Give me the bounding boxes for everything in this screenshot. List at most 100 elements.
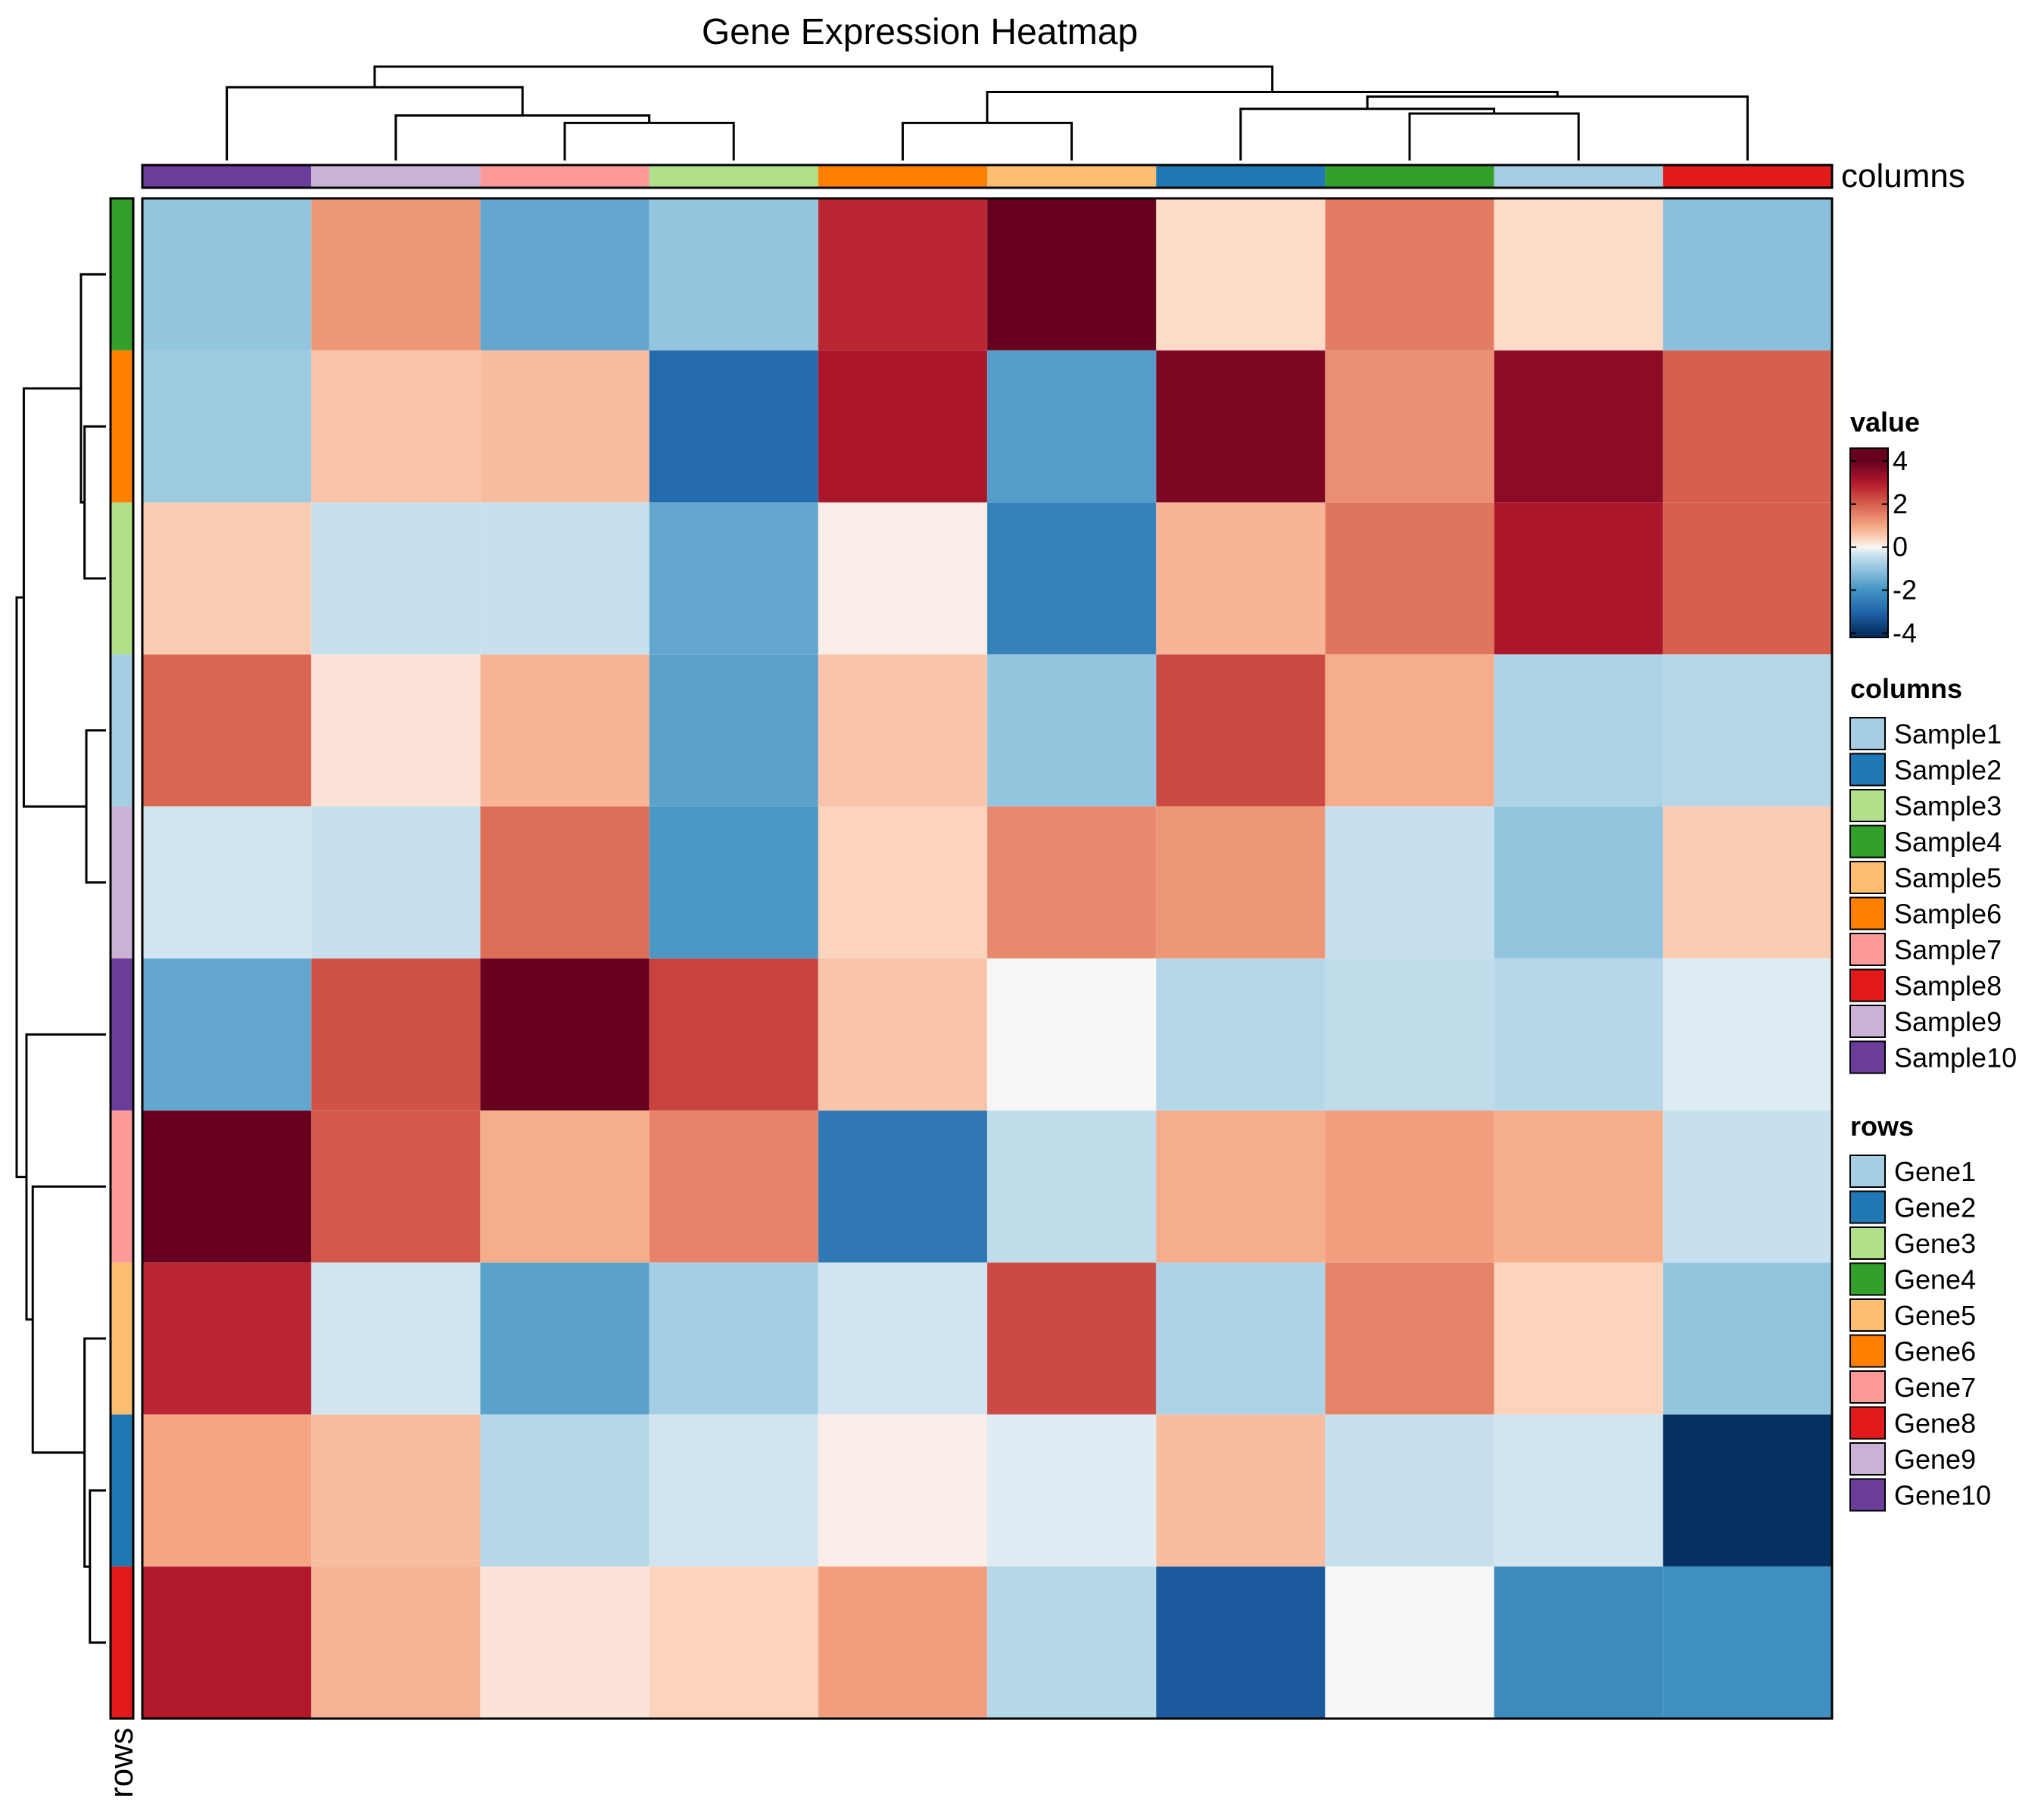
value-legend: value 4 2 0 -2 -4 bbox=[1849, 407, 1920, 648]
row-annotation-Gene9 bbox=[111, 806, 133, 958]
heatmap-cell-Gene9-Sample4 bbox=[1324, 806, 1495, 959]
rows-legend-title: rows bbox=[1850, 1111, 1914, 1142]
heatmap-cell-Gene8-Sample1 bbox=[1494, 1566, 1664, 1719]
columns-legend-label-Sample3: Sample3 bbox=[1894, 790, 2002, 821]
rows-legend-label-Gene2: Gene2 bbox=[1894, 1192, 1976, 1223]
heatmap-cell-Gene1-Sample5 bbox=[986, 653, 1158, 808]
heatmap-cell-Gene9-Sample6 bbox=[818, 806, 989, 959]
heatmap-cell-Gene10-Sample1 bbox=[1494, 958, 1664, 1111]
heatmap-cell-Gene2-Sample9 bbox=[310, 1413, 481, 1568]
heatmap-cell-Gene8-Sample7 bbox=[479, 1566, 650, 1719]
column-dendrogram-branch-8 bbox=[1408, 112, 1580, 161]
columns-legend-label-Sample8: Sample8 bbox=[1894, 971, 2002, 1002]
heatmap-cell-Gene6-Sample10 bbox=[142, 350, 313, 503]
row-dendrogram-branch-1 bbox=[22, 387, 87, 808]
column-annotation-bar bbox=[141, 164, 1834, 189]
column-dendrogram-branch-3 bbox=[563, 121, 735, 161]
heatmap-cell-Gene8-Sample6 bbox=[818, 1566, 989, 1719]
heatmap-cell-Gene6-Sample7 bbox=[479, 350, 650, 503]
column-annotation-Sample1 bbox=[1494, 165, 1663, 188]
rows-legend-swatch-Gene7 bbox=[1849, 1370, 1886, 1404]
heatmap-cell-Gene10-Sample5 bbox=[986, 958, 1158, 1111]
heatmap-cell-Gene7-Sample10 bbox=[142, 1110, 313, 1264]
row-annotation-Gene3 bbox=[111, 502, 133, 655]
heatmap-cell-Gene5-Sample6 bbox=[818, 1262, 989, 1416]
heatmap-cell-Gene1-Sample10 bbox=[142, 653, 313, 808]
heatmap-cell-Gene4-Sample5 bbox=[986, 198, 1158, 351]
column-annotation-Sample9 bbox=[311, 165, 481, 188]
rows-legend-label-Gene4: Gene4 bbox=[1894, 1264, 1976, 1295]
heatmap-border bbox=[141, 197, 1834, 1720]
row-annotation-Gene8 bbox=[111, 1566, 133, 1719]
columns-legend-swatch-Sample6 bbox=[1849, 896, 1886, 930]
columns-legend-swatch-Sample5 bbox=[1849, 861, 1886, 894]
heatmap-cell-Gene8-Sample10 bbox=[142, 1566, 313, 1719]
heatmap-cell-Gene1-Sample8 bbox=[1662, 653, 1834, 808]
columns-legend-swatch-Sample8 bbox=[1849, 968, 1886, 1002]
column-dendrogram-branch-1 bbox=[226, 86, 524, 161]
column-annotation-Sample2 bbox=[1156, 165, 1326, 188]
heatmap-cell-Gene2-Sample5 bbox=[986, 1413, 1158, 1568]
heatmap-cell-Gene2-Sample4 bbox=[1324, 1413, 1495, 1568]
rows-legend-swatch-Gene1 bbox=[1849, 1155, 1886, 1188]
heatmap-cell-Gene2-Sample3 bbox=[649, 1413, 819, 1568]
heatmap-cell-Gene3-Sample8 bbox=[1662, 502, 1834, 656]
columns-legend-label-Sample4: Sample4 bbox=[1894, 827, 2002, 858]
value-legend-tick-label: -4 bbox=[1893, 617, 1917, 648]
rows-legend-swatch-Gene2 bbox=[1849, 1190, 1886, 1224]
value-legend-tick-label: 4 bbox=[1893, 445, 1908, 476]
chart-title: Gene Expression Heatmap bbox=[702, 12, 1138, 52]
heatmap-cell-Gene2-Sample7 bbox=[479, 1413, 650, 1568]
heatmap-cell-Gene5-Sample7 bbox=[479, 1262, 650, 1416]
heatmap-cell-Gene4-Sample3 bbox=[649, 198, 819, 351]
row-dendrogram-branch-0 bbox=[15, 596, 26, 1179]
heatmap-cell-Gene1-Sample9 bbox=[310, 653, 481, 808]
rows-legend-label-Gene10: Gene10 bbox=[1894, 1480, 1991, 1511]
row-annotation-Gene4 bbox=[111, 198, 133, 351]
rows-legend-label-Gene1: Gene1 bbox=[1894, 1156, 1976, 1187]
columns-legend-label-Sample5: Sample5 bbox=[1894, 862, 2002, 893]
heatmap-cell-Gene6-Sample3 bbox=[649, 350, 819, 503]
heatmap-cell-Gene4-Sample10 bbox=[142, 198, 313, 351]
column-dendrogram-branch-2 bbox=[394, 114, 651, 161]
heatmap-cell-Gene9-Sample9 bbox=[310, 806, 481, 959]
heatmap-cell-Gene5-Sample9 bbox=[310, 1262, 481, 1416]
column-annotation-Sample3 bbox=[649, 165, 818, 188]
column-annotation-label: columns bbox=[1841, 157, 1965, 195]
column-annotation-Sample5 bbox=[987, 165, 1157, 188]
heatmap-cell-Gene7-Sample8 bbox=[1662, 1110, 1834, 1264]
columns-legend-swatch-Sample2 bbox=[1849, 753, 1886, 787]
heatmap-cell-Gene8-Sample5 bbox=[986, 1566, 1158, 1719]
columns-legend-title: columns bbox=[1850, 673, 1962, 704]
rows-legend-label-Gene7: Gene7 bbox=[1894, 1372, 1976, 1403]
heatmap-cell-Gene4-Sample7 bbox=[479, 198, 650, 351]
column-annotation-Sample6 bbox=[818, 165, 987, 188]
heatmap-cell-Gene2-Sample6 bbox=[818, 1413, 989, 1568]
heatmap-cell-Gene3-Sample7 bbox=[479, 502, 650, 656]
heatmap-cell-Gene10-Sample10 bbox=[142, 958, 313, 1111]
row-annotation-Gene10 bbox=[111, 958, 133, 1111]
rows-legend-swatch-Gene3 bbox=[1849, 1226, 1886, 1260]
columns-legend-label-Sample2: Sample2 bbox=[1894, 755, 2002, 786]
rows-legend-label-Gene3: Gene3 bbox=[1894, 1228, 1976, 1259]
heatmap-cell-Gene5-Sample1 bbox=[1494, 1262, 1664, 1416]
columns-legend-label-Sample6: Sample6 bbox=[1894, 899, 2002, 930]
heatmap-cell-Gene10-Sample9 bbox=[310, 958, 481, 1111]
row-dendrogram-branch-2 bbox=[79, 273, 106, 504]
rows-legend-label-Gene9: Gene9 bbox=[1894, 1444, 1976, 1475]
heatmap-cell-Gene7-Sample4 bbox=[1324, 1110, 1495, 1264]
rows-legend-label-Gene6: Gene6 bbox=[1894, 1336, 1976, 1367]
heatmap-cell-Gene7-Sample3 bbox=[649, 1110, 819, 1264]
heatmap-cell-Gene1-Sample4 bbox=[1324, 653, 1495, 808]
value-legend-tick-label: 0 bbox=[1893, 531, 1908, 563]
row-dendrogram-branch-4 bbox=[85, 729, 106, 884]
heatmap-cell-Gene6-Sample5 bbox=[986, 350, 1158, 503]
heatmap-cell-Gene5-Sample4 bbox=[1324, 1262, 1495, 1416]
heatmap-cell-Gene3-Sample3 bbox=[649, 502, 819, 656]
columns-legend-swatch-Sample4 bbox=[1849, 824, 1886, 859]
heatmap-cell-Gene7-Sample1 bbox=[1494, 1110, 1664, 1264]
heatmap-cell-Gene1-Sample6 bbox=[818, 653, 989, 808]
heatmap-cell-Gene8-Sample4 bbox=[1324, 1566, 1495, 1719]
heatmap-cell-Gene9-Sample5 bbox=[986, 806, 1158, 959]
heatmap-cell-Gene7-Sample6 bbox=[818, 1110, 989, 1264]
